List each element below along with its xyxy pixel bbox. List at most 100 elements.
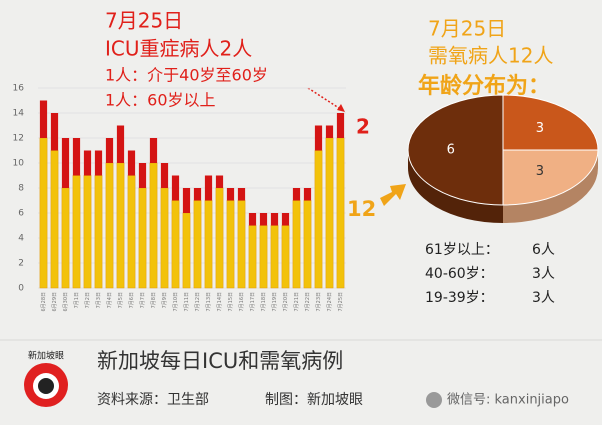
bar-segment [281, 213, 290, 226]
bar-segment [127, 150, 136, 176]
bar-segment [182, 188, 191, 213]
x-tick-label: 7月6日 [129, 292, 135, 308]
y-tick-label: 4 [18, 234, 24, 244]
bar-segment [314, 125, 323, 151]
bar-segment [39, 137, 48, 289]
x-tick-label: 7月14日 [217, 292, 223, 312]
pie-title: 年龄分布为： [418, 73, 550, 99]
bar-segment [105, 138, 114, 163]
bar-segment [116, 162, 125, 289]
bar-segment [204, 175, 213, 201]
x-tick-label: 7月25日 [338, 292, 344, 312]
pie-slice [407, 94, 504, 206]
slice-label: 3 [536, 164, 544, 179]
x-tick-label: 7月7日 [140, 292, 146, 308]
pie-slice [502, 94, 599, 151]
bar-segment [215, 175, 224, 188]
x-tick-label: 7月4日 [107, 292, 113, 308]
table-value: 3人 [532, 266, 555, 282]
x-tick-label: 6月30日 [63, 292, 69, 312]
bar-segment [270, 213, 279, 226]
y-tick-label: 6 [18, 209, 24, 219]
bar-segment [248, 213, 257, 226]
footer-credit: 制图：新加坡眼 [265, 392, 363, 408]
bar-segment [61, 138, 70, 188]
bar-segment [61, 187, 70, 289]
bar-segment [325, 125, 334, 138]
bar-segment [193, 188, 202, 201]
annotation: 1人：60岁以上 [105, 91, 216, 110]
y-tick-label: 12 [13, 134, 24, 144]
bar-segment [116, 125, 125, 163]
x-tick-label: 7月22日 [305, 292, 311, 312]
annotation: 7月25日 [105, 9, 183, 33]
bar-segment [325, 137, 334, 289]
x-tick-label: 7月3日 [96, 292, 102, 308]
y-tick-label: 16 [13, 84, 25, 94]
bar-segment [39, 100, 48, 138]
bar-segment [94, 150, 103, 176]
bar-segment [105, 162, 114, 289]
bar-segment [72, 175, 81, 289]
slice-label: 3 [536, 121, 544, 136]
bar-segment [336, 113, 345, 138]
bar-segment [314, 150, 323, 289]
x-tick-label: 7月21日 [294, 292, 300, 312]
bar-segment [149, 138, 158, 163]
x-tick-label: 7月5日 [118, 292, 124, 308]
bar-segment [303, 200, 312, 289]
y-tick-label: 0 [18, 284, 24, 294]
arrow-head [337, 104, 345, 112]
bar-segment [237, 188, 246, 201]
bar-segment [204, 200, 213, 289]
bar-segment [72, 138, 81, 176]
bar-segment [182, 212, 191, 289]
annotation: 1人：介于40岁至60岁 [105, 66, 268, 85]
pie-slice [502, 149, 599, 206]
x-tick-label: 7月12日 [195, 292, 201, 312]
bar-segment [237, 200, 246, 289]
logo [38, 378, 54, 394]
footer-title: 新加坡每日ICU和需氧病例 [97, 349, 343, 373]
bar-segment [248, 225, 257, 289]
pie-side [503, 150, 598, 223]
table-value: 3人 [532, 290, 555, 306]
bar-segment [127, 175, 136, 289]
bar-segment [138, 187, 147, 289]
logo-text: 新加坡眼 [28, 350, 64, 362]
bar-segment [336, 137, 345, 289]
x-tick-label: 7月15日 [228, 292, 234, 312]
table-label: 40-60岁： [425, 266, 494, 282]
bar-segment [226, 200, 235, 289]
y-tick-label: 2 [18, 259, 24, 269]
pie-title: 需氧病人12人 [428, 44, 553, 68]
arrow [307, 87, 343, 111]
x-tick-label: 6月29日 [52, 292, 58, 312]
bar-segment [83, 150, 92, 176]
x-tick-label: 7月16日 [239, 292, 245, 312]
bar-segment [50, 113, 59, 151]
bar-segment [94, 175, 103, 289]
bar-segment [160, 187, 169, 289]
x-tick-label: 7月17日 [250, 292, 256, 312]
annotation: ICU重症病人2人 [105, 37, 252, 61]
y-tick-label: 14 [13, 109, 25, 119]
bar-segment [215, 187, 224, 289]
bar-segment [281, 225, 290, 289]
bar-segment [171, 200, 180, 289]
bar-segment [292, 188, 301, 201]
bar-segment [160, 163, 169, 188]
pie-side [408, 150, 503, 223]
x-tick-label: 7月18日 [261, 292, 267, 312]
bar-segment [149, 162, 158, 289]
footer-wechat: 微信号: kanxinjiapo [447, 393, 569, 408]
bar-segment [259, 213, 268, 226]
y-tick-label: 10 [13, 159, 25, 169]
pie-title: 7月25日 [428, 17, 506, 41]
x-tick-label: 7月8日 [151, 292, 157, 308]
bar-segment [259, 225, 268, 289]
bar-segment [50, 150, 59, 289]
x-tick-label: 7月10日 [173, 292, 179, 312]
bar-segment [138, 163, 147, 188]
